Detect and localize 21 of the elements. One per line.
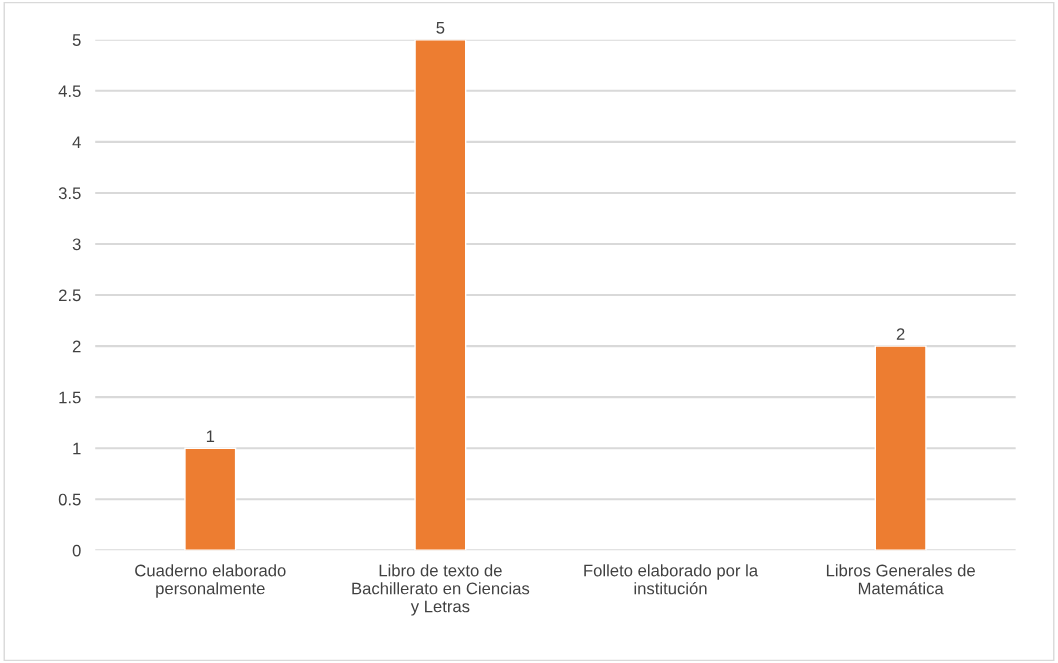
bar [184, 447, 237, 551]
y-tick-label: 3 [72, 238, 81, 251]
data-label: 2 [896, 328, 905, 340]
y-tick-label: 0 [72, 544, 81, 557]
data-label: 5 [436, 22, 445, 34]
y-tick-label: 2 [72, 340, 81, 353]
x-tick-label: Folleto elaborado por la institución [584, 564, 759, 595]
data-label: 1 [206, 430, 215, 442]
bar [414, 39, 467, 551]
x-tick-label: Cuaderno elaborado personalmente [135, 564, 286, 598]
y-tick-label: 5 [72, 34, 81, 46]
x-tick-label: Libros Generales de Matemática [826, 564, 975, 595]
y-tick-label: 4 [72, 136, 81, 148]
x-tick-label: Libro de texto de Bachillerato en Ciencias y Letras [352, 564, 530, 616]
y-tick-label: 2.5 [59, 289, 81, 302]
y-tick-label: 1 [73, 442, 81, 455]
bar [874, 345, 927, 551]
y-tick-label: 0.5 [58, 493, 81, 506]
y-tick-label: 3.5 [58, 187, 81, 200]
y-tick-label: 4.5 [58, 85, 81, 98]
y-tick-label: 1.5 [59, 391, 81, 404]
